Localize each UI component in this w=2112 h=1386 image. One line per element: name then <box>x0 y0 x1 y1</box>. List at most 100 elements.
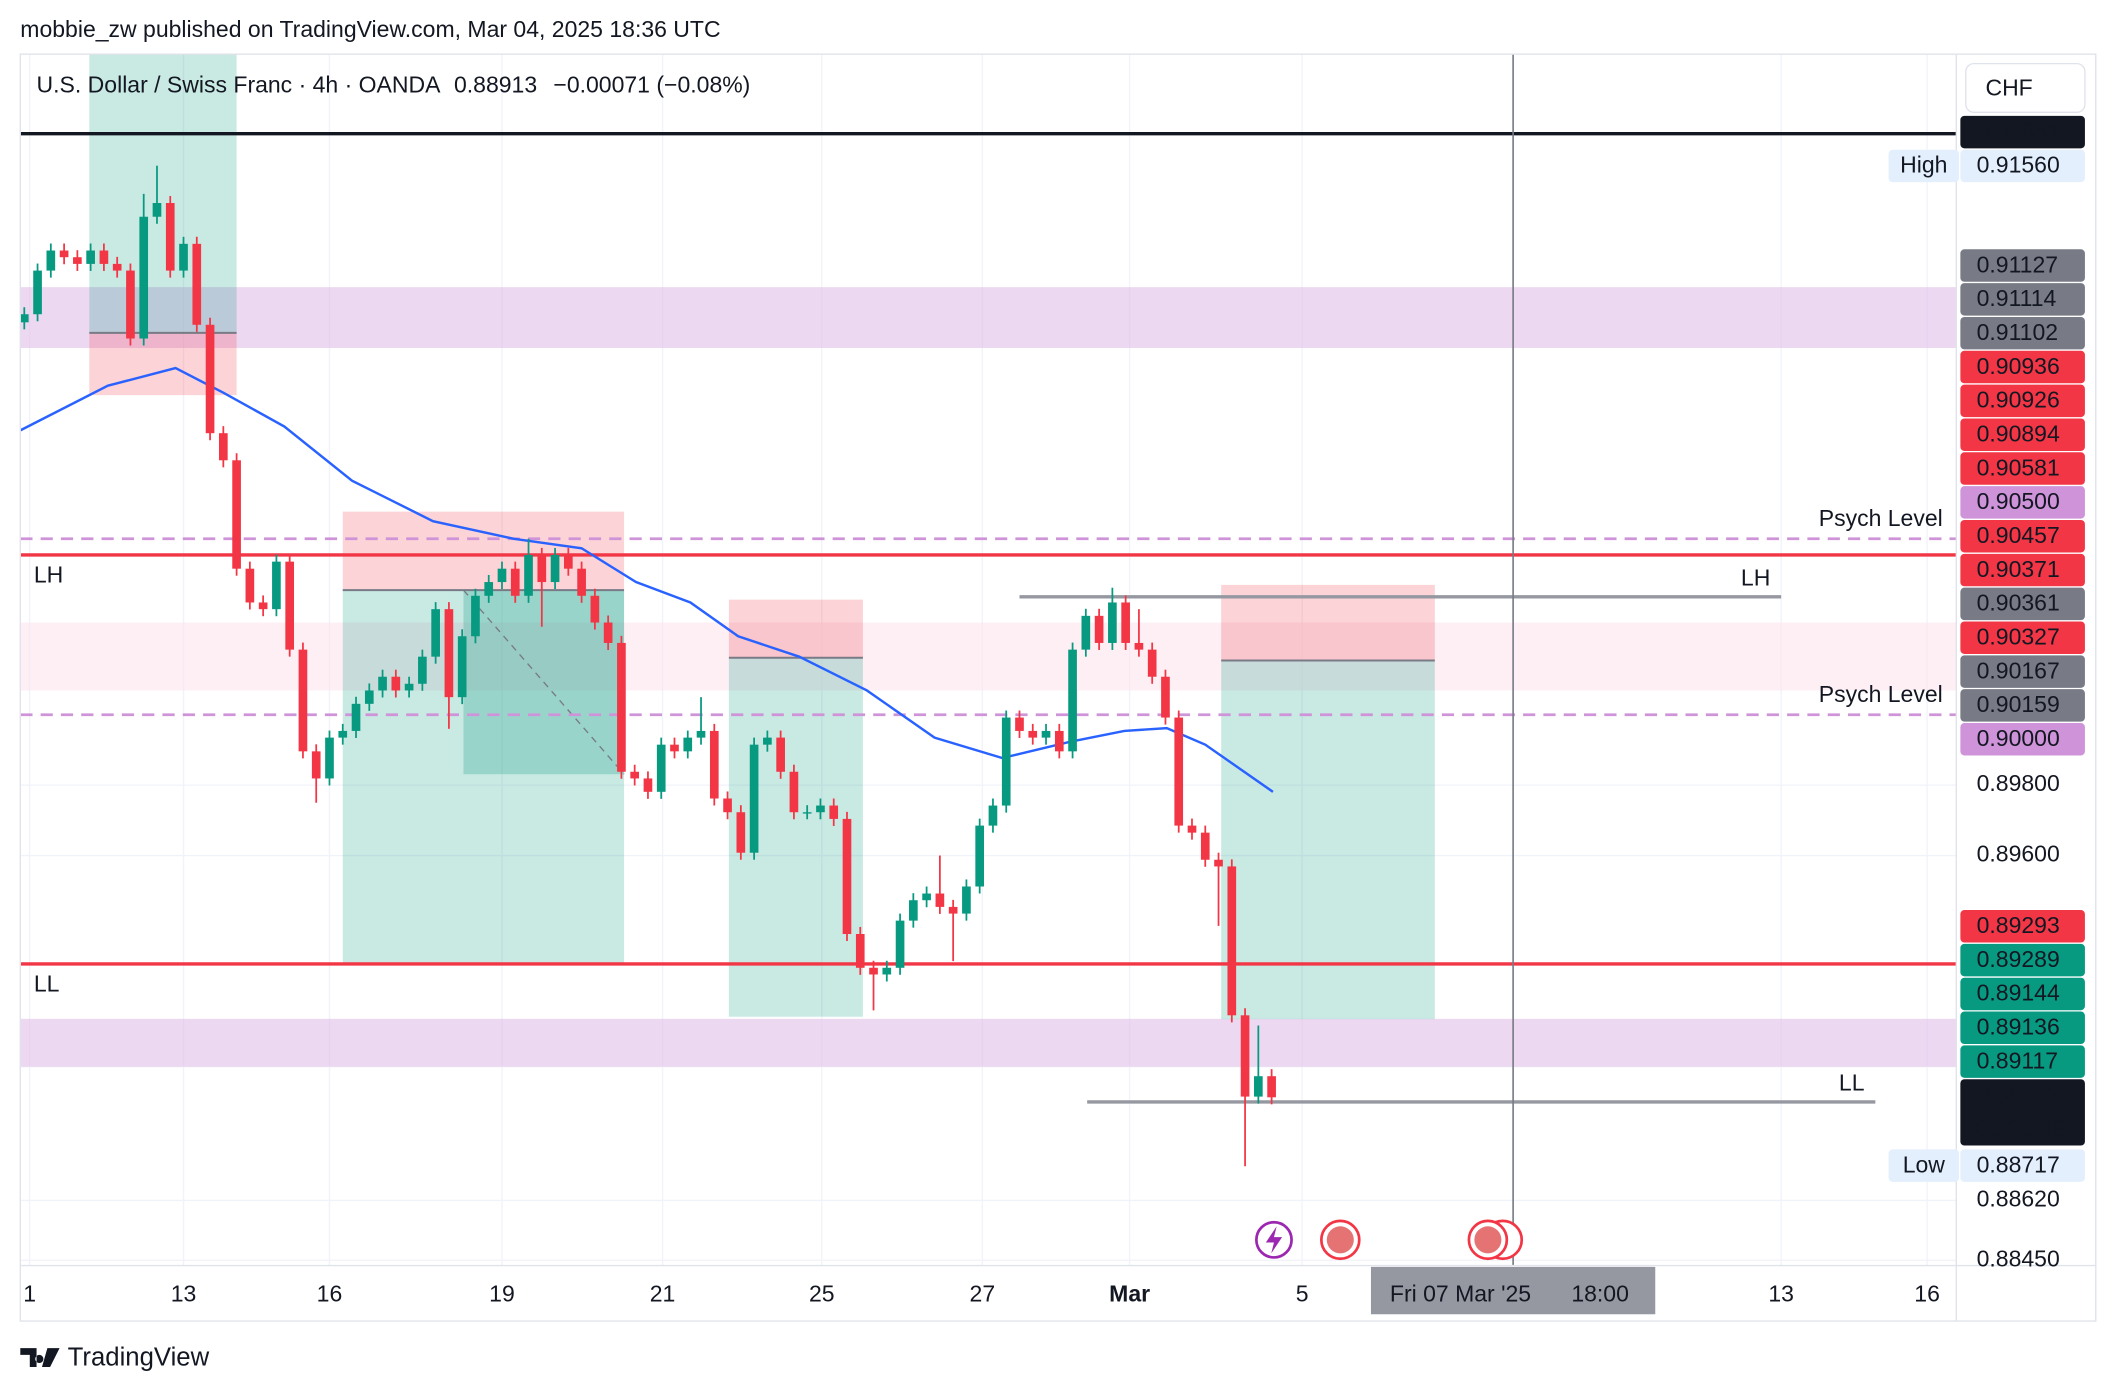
x-tick-label: 13 <box>171 1280 197 1306</box>
candle-body <box>1028 730 1038 738</box>
candle-body <box>1174 717 1184 826</box>
countdown: 03:23:19 <box>1977 1115 2067 1141</box>
level-label: LL <box>34 971 60 997</box>
event-icons <box>1255 1219 1524 1261</box>
price-tag-label: 0.91651 <box>1977 118 2060 144</box>
price-tag <box>1960 486 2085 519</box>
price-tag-label: 0.88717 <box>1977 1151 2060 1177</box>
symbol: U.S. Dollar / Swiss Franc · 4h · OANDA <box>37 72 442 98</box>
brand-name: TradingView <box>68 1344 210 1372</box>
candle-body <box>975 825 985 887</box>
price-tag <box>1960 519 2085 553</box>
candle-body <box>1068 649 1077 752</box>
candle-body <box>205 324 215 434</box>
candle-body <box>1254 1076 1263 1097</box>
candle-body <box>1240 1015 1250 1097</box>
candle-body <box>537 554 547 583</box>
crosshair-time-box <box>1370 1266 1656 1315</box>
candle-body <box>418 656 427 684</box>
candle-body <box>829 805 839 819</box>
price-tag-label: 0.88913 <box>1977 1081 2060 1107</box>
price-tag-label: 0.89293 <box>1977 912 2060 938</box>
candle-body <box>749 744 759 853</box>
swing-label: LH <box>1741 564 1770 590</box>
candle-body <box>33 270 42 315</box>
price-tag <box>1960 384 2085 418</box>
candle-body <box>311 751 321 779</box>
candle-body <box>683 737 693 752</box>
candle-body <box>1041 730 1051 738</box>
candle-body <box>404 683 414 691</box>
candle-body <box>869 967 878 975</box>
candle-body <box>988 805 998 826</box>
target-zone <box>1221 660 1435 1020</box>
candle-body <box>1054 730 1064 752</box>
price-change: −0.00071 (−0.08%) <box>553 72 750 98</box>
x-tick-label: Mar <box>1109 1280 1150 1306</box>
candle-body <box>656 744 666 792</box>
last-price: 0.88913 <box>454 72 537 98</box>
candle-body <box>431 609 440 657</box>
candle-body <box>258 602 268 610</box>
brand-logo <box>20 1348 60 1368</box>
candle-body <box>325 737 334 779</box>
candle-body <box>1161 676 1170 718</box>
candle-body <box>471 595 480 637</box>
crosshair-date: Fri 07 Mar '25 <box>1390 1280 1531 1306</box>
chart-frame <box>19 53 2097 1322</box>
candle-body <box>709 730 719 799</box>
x-tick-label: 13 <box>1768 1280 1794 1306</box>
candle-body <box>112 263 122 271</box>
price-tag-name: Low <box>1903 1151 1946 1177</box>
target-zone <box>342 590 625 964</box>
price-tag-name-box <box>1888 1149 1960 1182</box>
price-tag-label: 0.90581 <box>1977 454 2060 480</box>
price-tag <box>1960 977 2085 1011</box>
candle-body <box>603 622 613 643</box>
price-tag <box>1960 621 2085 654</box>
price-tag <box>1960 553 2085 587</box>
candle-body <box>1108 602 1117 643</box>
candle-body <box>73 257 82 264</box>
x-tick-label: 16 <box>1914 1280 1940 1306</box>
candle-body <box>590 595 600 623</box>
price-tag <box>1960 1149 2085 1182</box>
level-label: Psych Level <box>1819 681 1943 707</box>
candle-body <box>19 314 29 323</box>
zone <box>20 287 1957 349</box>
x-tick-label: 25 <box>809 1280 835 1306</box>
price-tag-label: 0.91127 <box>1977 251 2058 277</box>
y-tick-label: 0.88450 <box>1977 1245 2060 1271</box>
price-tag <box>1960 316 2085 350</box>
lightning <box>1265 1226 1283 1254</box>
candle-body <box>763 737 772 745</box>
price-tag-label: 0.90361 <box>1977 590 2060 616</box>
level-label: LH <box>34 562 63 588</box>
candle-body <box>643 778 653 792</box>
plot-area: LH LL Psych Level Psych Level LH LL <box>19 54 1957 1266</box>
candle-body <box>922 893 931 901</box>
currency-button[interactable] <box>1965 62 2086 114</box>
x-tick-label: 19 <box>489 1280 515 1306</box>
price-tag <box>1960 1011 2085 1045</box>
currency-label[interactable]: CHF <box>1985 74 2032 100</box>
price-tag-label: 0.90327 <box>1977 623 2060 649</box>
candle-body <box>391 676 401 691</box>
candle-body <box>842 818 852 935</box>
candle-body <box>285 561 295 650</box>
y-tick-label: 0.88620 <box>1977 1186 2060 1212</box>
candle-body <box>564 554 573 569</box>
candle-body <box>126 270 135 339</box>
price-tag <box>1960 910 2085 943</box>
candle-body <box>909 900 918 921</box>
candle-body <box>510 568 520 596</box>
price-tag <box>1960 689 2085 722</box>
candle-body <box>484 582 494 596</box>
candle-body <box>364 690 374 704</box>
candle-body <box>338 730 348 738</box>
candle-body <box>935 893 945 907</box>
price-tag <box>1960 1079 2085 1146</box>
